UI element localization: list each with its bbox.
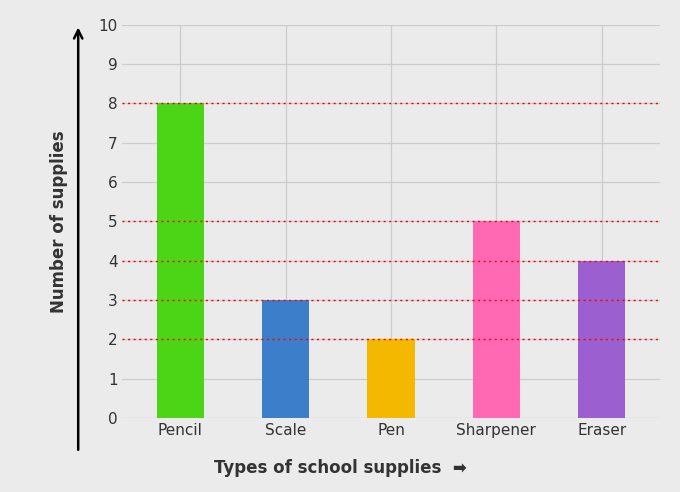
Bar bbox=[367, 339, 415, 418]
Text: Types of school supplies  ➡: Types of school supplies ➡ bbox=[214, 459, 466, 477]
Bar bbox=[578, 261, 626, 418]
Bar bbox=[473, 221, 520, 418]
Bar bbox=[156, 103, 204, 418]
Bar bbox=[262, 300, 309, 418]
Text: Number of supplies: Number of supplies bbox=[50, 130, 68, 313]
